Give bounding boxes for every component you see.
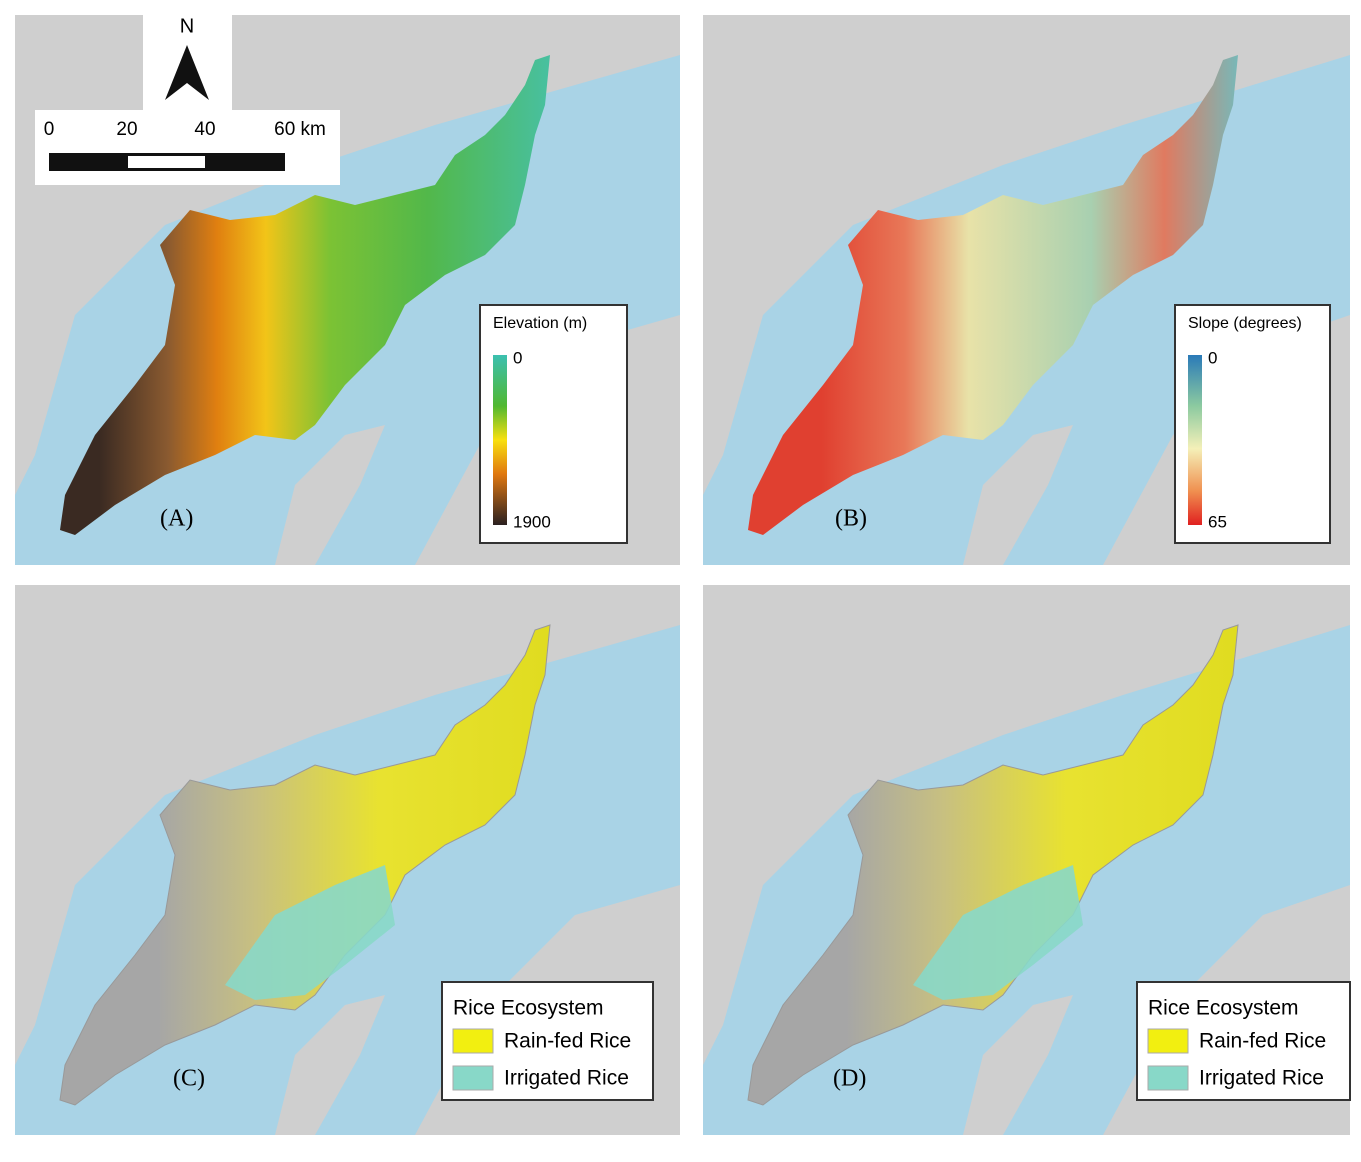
land — [703, 15, 1350, 495]
legend-title: Rice Ecosystem — [1148, 997, 1299, 1020]
panel-label: (A) — [160, 506, 193, 532]
map-panel: (D) Rice Ecosystem Rain-fed Rice Irrigated … — [703, 585, 1351, 1135]
legend-min: 0 — [513, 348, 522, 367]
scale-label: 60 km — [274, 119, 326, 140]
scale-box — [35, 110, 340, 185]
legend-title: Slope (degrees) — [1188, 315, 1302, 332]
land — [15, 585, 680, 1065]
island — [59, 624, 551, 1106]
scale-bar-segment — [128, 156, 205, 168]
legend-title: Elevation (m) — [493, 315, 587, 332]
color-ramp — [493, 355, 507, 525]
irrigated-area — [225, 865, 395, 1000]
legend-swatch — [452, 1065, 494, 1091]
panel-label: (D) — [833, 1066, 866, 1092]
legend-title: Rice Ecosystem — [453, 997, 604, 1020]
legend-min: 0 — [1208, 348, 1217, 367]
legend-swatch — [1147, 1028, 1189, 1054]
legend-item: Rain-fed Rice — [1199, 1030, 1326, 1053]
color-ramp — [1188, 355, 1202, 525]
north-arrow — [165, 45, 209, 100]
panel-label: (C) — [173, 1066, 205, 1092]
north-label: N — [180, 15, 194, 37]
island — [60, 55, 550, 535]
legend-max: 65 — [1208, 512, 1227, 531]
land — [963, 995, 1073, 1135]
island — [747, 624, 1239, 1106]
legend-max: 1900 — [513, 512, 551, 531]
land — [275, 995, 385, 1135]
land — [963, 425, 1073, 565]
map-panel: (B) Slope (degrees) 0 65 — [703, 15, 1350, 565]
legend-swatch — [452, 1028, 494, 1054]
land — [703, 585, 1350, 1065]
scale-label: 0 — [44, 119, 55, 140]
island — [748, 55, 1238, 535]
irrigated-area — [913, 865, 1083, 1000]
legend-item: Irrigated Rice — [504, 1067, 629, 1090]
scale-label: 20 — [116, 119, 137, 140]
legend-item: Rain-fed Rice — [504, 1030, 631, 1053]
legend-swatch — [1147, 1065, 1189, 1091]
panel-label: (B) — [835, 506, 867, 532]
legend-item: Irrigated Rice — [1199, 1067, 1324, 1090]
land — [275, 425, 385, 565]
scale-label: 40 — [194, 119, 215, 140]
map-panel: (C) Rice Ecosystem Rain-fed Rice Irrigated … — [15, 585, 680, 1135]
map-panel: (A) Elevation (m) 0 1900 N 0 20 40 60 km — [15, 15, 680, 565]
